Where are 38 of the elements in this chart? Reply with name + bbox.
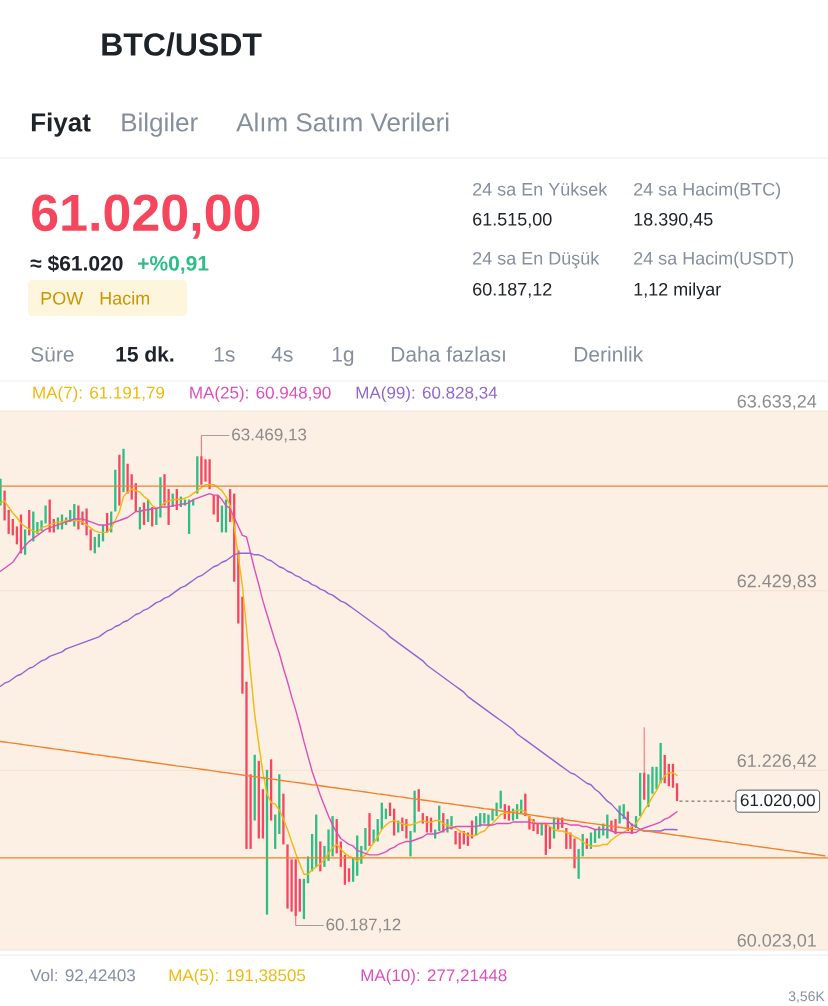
- text: Hacim: [100, 291, 150, 305]
- text: 18.390,45: [634, 212, 713, 228]
- y-tick-label: 63.633,24: [737, 394, 817, 410]
- text: +%0,91: [138, 255, 209, 274]
- text: Fiyat: [31, 112, 91, 137]
- text: 60.187,12: [473, 282, 552, 298]
- text: 4s: [271, 347, 293, 362]
- text: 24 sa En Düşük: [473, 251, 600, 269]
- chart-title: BTC/USDT: [102, 32, 262, 57]
- text: 61.020,00: [32, 194, 260, 239]
- text: MA(7): 61.191,79: [33, 386, 165, 403]
- text: ≈ $61.020: [30, 254, 123, 273]
- annotation: 60.187,12: [326, 918, 401, 933]
- text: MA(10): 277,21448: [361, 968, 507, 985]
- text: Daha fazlası: [391, 346, 505, 362]
- text: MA(99): 60.828,34: [356, 386, 498, 403]
- text: 1,12 milyar: [634, 282, 721, 300]
- text: 24 sa En Yüksek: [473, 182, 608, 196]
- text: MA(5): 191,38505: [169, 968, 306, 985]
- ref-line-label: 61.020,00: [740, 794, 815, 809]
- text: 3,56K: [788, 991, 825, 1003]
- text: 1s: [214, 347, 235, 362]
- text: MA(25): 60.948,90: [190, 386, 331, 403]
- text: Derinlik: [574, 346, 644, 362]
- y-tick-label: 61.226,42: [737, 754, 816, 770]
- y-tick-label: 60.023,01: [737, 933, 816, 949]
- annotation: 63.469,13: [232, 428, 307, 443]
- text: POW: [41, 291, 84, 305]
- text: Süre: [31, 346, 74, 362]
- text: Vol: 92,42403: [30, 968, 135, 984]
- text: Alım Satım Verileri: [236, 112, 449, 132]
- text: 1g: [332, 347, 354, 366]
- text: 15 dk.: [116, 346, 174, 362]
- text: 24 sa Hacim(BTC): [634, 182, 781, 200]
- text: 61.515,00: [473, 212, 552, 228]
- text: Bilgiler: [122, 112, 198, 137]
- y-tick-label: 62.429,83: [737, 574, 817, 590]
- text: 24 sa Hacim(USDT): [634, 251, 794, 269]
